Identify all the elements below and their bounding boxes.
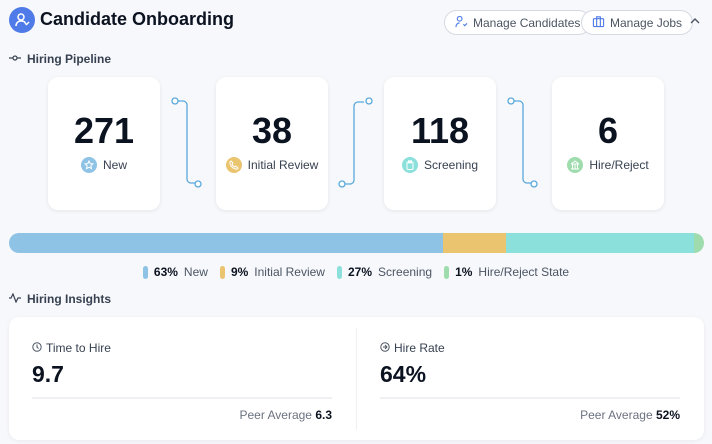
stage-label: New (102, 158, 127, 172)
insights-card: Time to Hire 9.7 Peer Average 6.3 Hire R… (9, 317, 704, 440)
building-icon (567, 157, 584, 173)
manage-candidates-button[interactable]: Manage Candidates (444, 10, 592, 35)
stage-card-new[interactable]: 271 New (48, 77, 160, 210)
bar-segment-new (9, 233, 444, 253)
stage-count: 6 (597, 110, 619, 151)
distribution-legend: 63% New 9% Initial Review 27% Screening 1% H… (0, 265, 712, 279)
metric-label: Hire Rate (394, 341, 445, 355)
metric-value: 9.7 (32, 361, 64, 387)
stage-card-hire-reject[interactable]: 6 Hire/Reject (552, 77, 664, 210)
stage-label: Screening (423, 158, 479, 172)
stage-count: 271 (73, 110, 135, 151)
pipeline-distribution-bar (9, 233, 704, 253)
phone-icon (225, 157, 242, 173)
bar-segment-initial-review (443, 233, 506, 253)
stage-label: Hire/Reject (589, 158, 649, 172)
pipeline-connectors (171, 97, 538, 188)
metric-value: 64% (380, 361, 427, 387)
metric-label: Time to Hire (46, 341, 111, 355)
clipboard-icon (401, 157, 418, 173)
hire-rate-metric: Hire Rate 64% Peer Average 52% (380, 317, 680, 422)
legend-item-new: 63% New (142, 265, 208, 279)
briefcase-icon (592, 15, 605, 31)
stage-card-screening[interactable]: 118 Screening (384, 77, 496, 210)
bar-segment-screening (505, 233, 694, 253)
collapse-chevron-up-icon[interactable] (689, 14, 701, 32)
page-title: Candidate Onboarding (40, 9, 235, 29)
manage-jobs-button[interactable]: Manage Jobs (581, 10, 694, 35)
peer-average: Peer Average 52% (580, 408, 680, 422)
time-to-hire-metric: Time to Hire 9.7 Peer Average 6.3 (32, 317, 332, 422)
user-check-icon (455, 15, 468, 31)
manage-jobs-label: Manage Jobs (610, 15, 683, 30)
stage-count: 118 (410, 110, 470, 151)
divider (356, 328, 357, 430)
peer-average: Peer Average 6.3 (239, 408, 332, 422)
arrow-circle-right-icon (380, 341, 390, 355)
legend-item-screening: 27% Screening (336, 265, 432, 279)
legend-item-initial-review: 9% Initial Review (219, 265, 325, 279)
stage-count: 38 (251, 110, 293, 151)
star-icon (80, 157, 97, 173)
manage-candidates-label: Manage Candidates (473, 15, 581, 30)
section-title: Hiring Insights (27, 292, 111, 306)
section-title: Hiring Pipeline (27, 52, 112, 66)
stage-card-initial-review[interactable]: 38 Initial Review (216, 77, 328, 210)
commit-icon (9, 52, 21, 66)
stage-label: Initial Review (247, 158, 319, 172)
activity-icon (9, 292, 21, 306)
bar-segment-hire-reject-state (693, 233, 704, 253)
clock-icon (32, 341, 42, 355)
candidate-logo-icon (9, 7, 35, 33)
legend-item-hire-reject: 1% Hire/Reject State (444, 265, 569, 279)
hiring-insights-heading: Hiring Insights (9, 292, 111, 306)
hiring-pipeline-heading: Hiring Pipeline (9, 52, 111, 66)
